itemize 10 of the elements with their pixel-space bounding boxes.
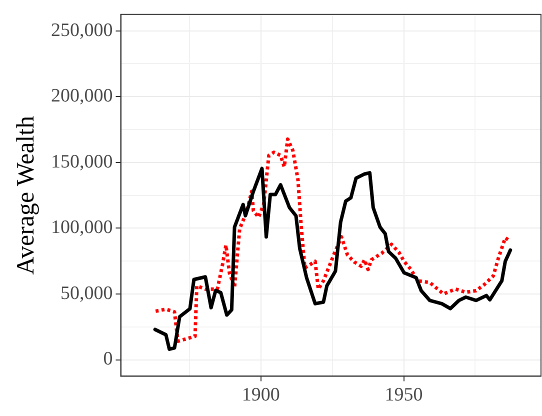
x-tick-label: 1900 [242, 384, 280, 406]
line-series [154, 137, 510, 343]
y-tick-label: 0 [103, 348, 113, 370]
y-tick-label: 250,000 [51, 20, 113, 41]
x-tick-label: 1950 [384, 384, 423, 406]
y-tick-label: 150,000 [51, 151, 113, 172]
y-tick-label: 200,000 [51, 86, 113, 107]
y-tick-label: 50,000 [60, 282, 113, 304]
y-axis-title: Average Wealth [12, 115, 40, 275]
y-tick-label: 100,000 [51, 217, 113, 238]
